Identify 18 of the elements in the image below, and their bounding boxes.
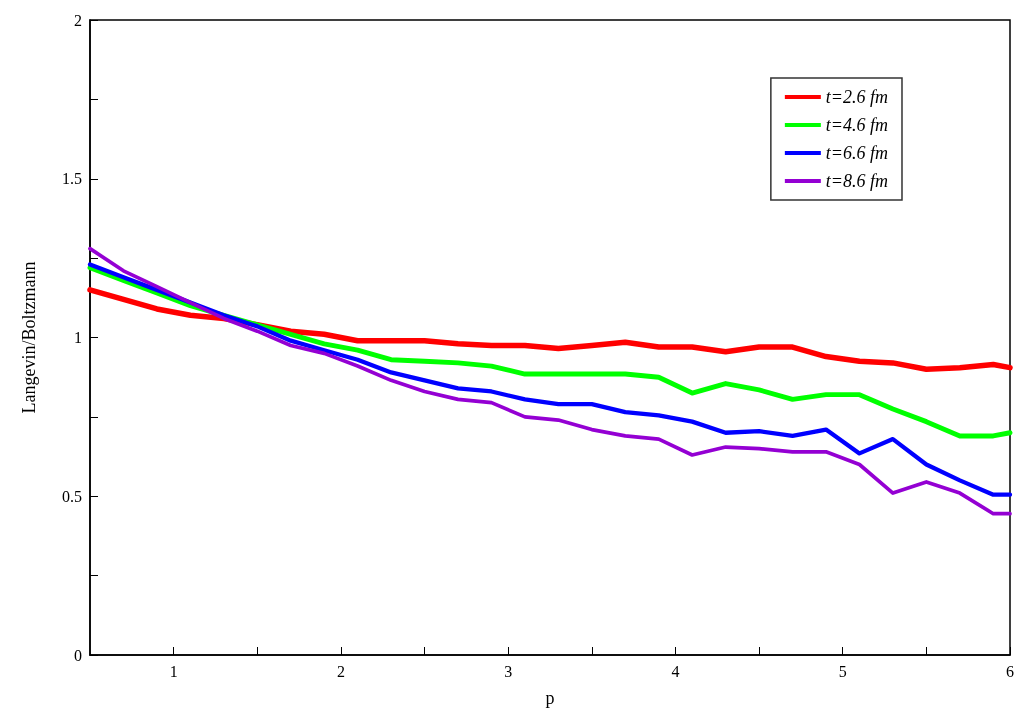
x-tick-label: 3 [504, 662, 513, 680]
x-axis-title: p [545, 688, 555, 708]
y-axis-title: Langevin/Boltzmann [19, 261, 39, 414]
x-tick-label: 6 [1006, 662, 1014, 680]
x-tick-label: 4 [671, 662, 680, 680]
y-tick-label: 1.5 [62, 170, 82, 188]
x-tick-label: 2 [336, 662, 345, 680]
line-series [87, 265, 1013, 439]
x-tick-label: 1 [169, 662, 178, 680]
legend-label: t=6.6 fm [825, 143, 889, 163]
y-tick-label: 1 [74, 329, 82, 346]
legend-label: t=2.6 fm [825, 87, 889, 107]
x-tick-label: 5 [838, 662, 847, 680]
y-tick-label: 2 [74, 11, 82, 29]
y-tick-label: 0.5 [62, 487, 82, 505]
legend-label: t=4.6 fm [825, 115, 889, 135]
legend-label: t=8.6 fm [825, 171, 889, 191]
y-tick-label: 0 [74, 646, 82, 664]
